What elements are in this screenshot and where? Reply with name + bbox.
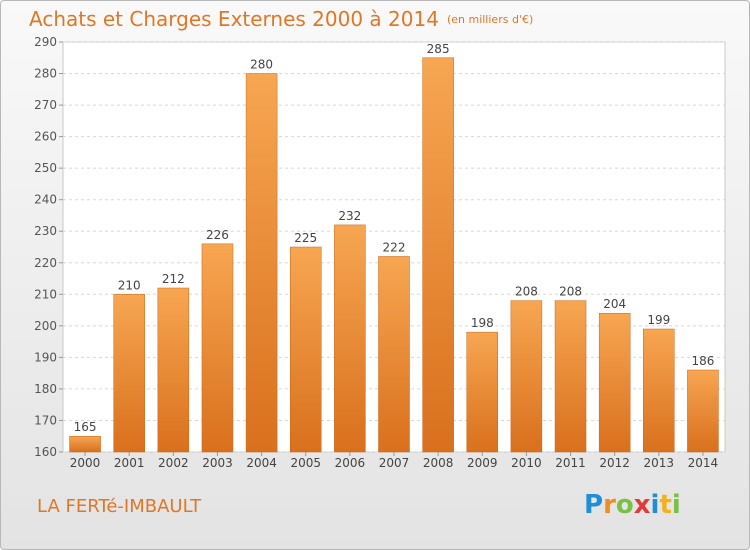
bar — [201, 243, 234, 453]
y-tick-label: 280 — [34, 67, 57, 81]
bar — [466, 331, 499, 453]
x-tick-label: 2013 — [644, 456, 675, 470]
data-label: 212 — [162, 272, 185, 286]
bar — [334, 224, 366, 453]
place-name: LA FERTé-IMBAULT — [37, 496, 202, 517]
bar — [378, 256, 410, 453]
x-tick-label: 2011 — [555, 456, 586, 470]
data-label: 208 — [515, 285, 538, 299]
data-label: 208 — [559, 285, 582, 299]
y-tick-label: 200 — [34, 319, 57, 333]
y-tick-label: 270 — [34, 98, 57, 112]
bar — [157, 287, 190, 453]
y-tick-label: 210 — [34, 287, 57, 301]
bar — [245, 73, 278, 453]
y-tick-label: 290 — [34, 35, 57, 49]
x-tick-label: 2006 — [335, 456, 366, 470]
y-tick-label: 190 — [34, 350, 57, 364]
bar — [289, 246, 322, 453]
bar — [598, 312, 631, 453]
bar — [510, 300, 543, 453]
data-label: 210 — [118, 278, 141, 292]
title-unit: (en milliers d'€) — [446, 13, 534, 26]
title-text: Achats et Charges Externes 2000 à 2014 — [29, 7, 439, 31]
data-label: 165 — [74, 420, 97, 434]
proxiti-logo: Proxiti — [584, 490, 681, 520]
y-tick-label: 250 — [34, 161, 57, 175]
logo-letter: i — [650, 490, 660, 520]
data-label: 285 — [427, 42, 450, 56]
data-label: 226 — [206, 228, 229, 242]
x-tick-label: 2009 — [467, 456, 498, 470]
y-tick-label: 240 — [34, 193, 57, 207]
bar — [643, 328, 675, 453]
data-label: 232 — [338, 209, 361, 223]
x-tick-label: 2001 — [114, 456, 145, 470]
logo-letter: x — [633, 490, 651, 520]
logo-letter: t — [659, 490, 672, 520]
y-tick-label: 260 — [34, 130, 57, 144]
x-tick-label: 2002 — [158, 456, 189, 470]
logo-letter: P — [584, 490, 604, 520]
bar — [687, 369, 719, 453]
data-label: 280 — [250, 58, 273, 72]
data-label: 204 — [603, 297, 626, 311]
bar — [113, 294, 145, 453]
x-tick-label: 2005 — [290, 456, 321, 470]
chart-title: Achats et Charges Externes 2000 à 2014 (e… — [29, 7, 533, 31]
y-tick-label: 220 — [34, 256, 57, 270]
x-tick-label: 2010 — [511, 456, 542, 470]
bar — [422, 57, 454, 453]
x-tick-label: 2012 — [599, 456, 630, 470]
data-label: 198 — [471, 316, 494, 330]
x-tick-label: 2000 — [70, 456, 101, 470]
data-label: 186 — [691, 354, 714, 368]
y-tick-label: 160 — [34, 445, 57, 459]
data-label: 199 — [647, 313, 670, 327]
y-tick-label: 180 — [34, 382, 57, 396]
x-tick-label: 2014 — [688, 456, 719, 470]
y-tick-label: 170 — [34, 413, 57, 427]
data-label: 222 — [383, 240, 406, 254]
y-tick-label: 230 — [34, 224, 57, 238]
x-tick-label: 2007 — [379, 456, 410, 470]
logo-letter: o — [615, 490, 634, 520]
logo-letter: r — [603, 490, 616, 520]
x-tick-label: 2008 — [423, 456, 454, 470]
bar — [69, 435, 101, 453]
x-tick-label: 2004 — [246, 456, 277, 470]
data-label: 225 — [294, 231, 317, 245]
logo-letter: i — [671, 490, 681, 520]
bar — [554, 300, 587, 453]
x-tick-label: 2003 — [202, 456, 233, 470]
